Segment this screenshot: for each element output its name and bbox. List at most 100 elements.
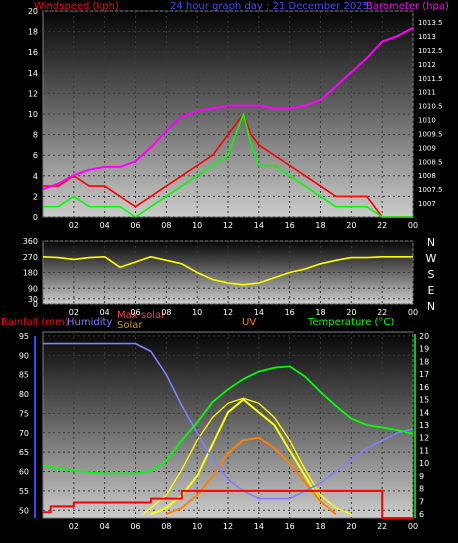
y-tick-label-right-3-8: 8 — [419, 485, 424, 494]
x-tick-label-3-00: 00 — [408, 522, 418, 531]
y-tick-label-right-1-1011.5: 1011.5 — [418, 75, 443, 83]
y-tick-label-left-3-70: 70 — [19, 429, 29, 438]
x-tick-label-1-22: 22 — [377, 221, 387, 230]
y-tick-label-right-3-17: 17 — [419, 370, 429, 379]
x-tick-label-1-06: 06 — [130, 221, 140, 230]
legend-humidity: Humidity — [67, 317, 112, 328]
y-tick-label-right-3-15: 15 — [419, 396, 429, 405]
y-tick-label-right-1-1007.5: 1007.5 — [418, 186, 443, 194]
y-tick-label-right-1-1010: 1010 — [418, 117, 436, 125]
date-title: 24 hour graph day : 21 December 2025 — [170, 1, 369, 12]
y-tick-label-left-1-18: 18 — [28, 28, 38, 37]
x-tick-label-2-14: 14 — [254, 308, 264, 317]
y-tick-label-left-1-0: 0 — [33, 213, 38, 222]
x-tick-label-1-04: 04 — [100, 221, 110, 230]
y-tick-label-right-3-16: 16 — [419, 383, 429, 392]
y-tick-label-left-1-14: 14 — [28, 69, 38, 78]
y-tick-label-right-1-1008: 1008 — [418, 172, 436, 180]
x-tick-label-3-18: 18 — [315, 522, 325, 531]
series-line-2-direction — [42, 255, 413, 286]
axes-layer: 02 04 06 08 10 12 14 16 18 20 22 000246810121416182… — [19, 7, 443, 531]
x-tick-label-1-16: 16 — [285, 221, 295, 230]
y-tick-label-right-1-1011: 1011 — [418, 89, 436, 97]
x-tick-label-1-12: 12 — [223, 221, 233, 230]
y-tick-label-2-270: 270 — [23, 253, 38, 262]
x-tick-label-3-14: 14 — [254, 522, 264, 531]
y-tick-label-right-3-14: 14 — [419, 408, 429, 417]
x-tick-label-2-06: 06 — [130, 308, 140, 317]
y-tick-label-left-1-12: 12 — [28, 89, 38, 98]
series-line-3-uv — [165, 436, 337, 516]
series-line-1-barometer — [42, 26, 414, 191]
x-tick-label-2-04: 04 — [100, 308, 110, 317]
y-tick-label-right-1-1010.5: 1010.5 — [418, 103, 443, 111]
x-tick-label-2-08: 08 — [161, 308, 171, 317]
legend-max-solar: Max solar — [117, 310, 166, 321]
y-tick-label-right-1-1012: 1012 — [418, 61, 436, 69]
x-tick-label-2-02: 02 — [69, 308, 79, 317]
series-line-3-humidity — [43, 342, 414, 500]
x-tick-label-3-10: 10 — [192, 522, 202, 531]
y-tick-label-right-3-6: 6 — [419, 510, 424, 519]
x-tick-label-3-06: 06 — [130, 522, 140, 531]
y-tick-label-left-3-60: 60 — [19, 468, 29, 477]
series-line-1-windspeed — [43, 113, 413, 218]
y-tick-label-left-3-55: 55 — [19, 487, 29, 496]
compass-label-4: N — [427, 300, 435, 313]
y-tick-label-2-30: 30 — [28, 295, 38, 304]
x-tick-label-1-18: 18 — [315, 221, 325, 230]
compass-label-2: S — [428, 268, 435, 281]
legend-uv: UV — [242, 317, 256, 328]
series-line-3-temperature — [42, 365, 414, 475]
x-tick-label-1-00: 00 — [408, 221, 418, 230]
x-tick-label-2-20: 20 — [346, 308, 356, 317]
y-tick-label-right-3-20: 20 — [419, 332, 429, 341]
y-tick-label-right-1-1009: 1009 — [418, 144, 436, 152]
series-line-3-rainfall — [43, 489, 413, 519]
y-tick-label-right-1-1007: 1007 — [418, 200, 436, 208]
y-tick-label-left-3-95: 95 — [19, 332, 29, 341]
y-tick-label-left-1-20: 20 — [28, 7, 38, 16]
grid-layer — [43, 10, 414, 518]
y-tick-label-2-180: 180 — [23, 269, 38, 278]
marks-layer — [42, 26, 414, 519]
y-tick-label-right-3-19: 19 — [419, 345, 429, 354]
x-tick-label-3-08: 08 — [161, 522, 171, 531]
compass-label-3: E — [428, 284, 435, 297]
y-tick-label-left-1-4: 4 — [33, 172, 38, 181]
compass-label-0: N — [427, 236, 435, 249]
legend-temperature: Temperature (°C) — [307, 317, 394, 328]
y-tick-label-right-3-7: 7 — [419, 497, 424, 506]
y-tick-label-left-1-6: 6 — [33, 151, 38, 160]
series-line-1-wind — [43, 113, 413, 218]
x-tick-label-2-16: 16 — [285, 308, 295, 317]
y-tick-label-right-3-10: 10 — [419, 459, 429, 468]
barometer-title: Barometer (hpa) — [366, 1, 449, 12]
x-tick-label-3-22: 22 — [377, 522, 387, 531]
legend-solar: Solar — [117, 320, 143, 331]
y-tick-label-left-3-80: 80 — [19, 390, 29, 399]
y-tick-label-right-1-1008.5: 1008.5 — [418, 158, 443, 166]
x-tick-label-2-22: 22 — [377, 308, 387, 317]
y-tick-label-left-1-10: 10 — [28, 110, 38, 119]
y-tick-label-right-3-9: 9 — [419, 472, 424, 481]
y-tick-label-left-1-8: 8 — [33, 131, 38, 140]
x-tick-label-3-04: 04 — [100, 522, 110, 531]
x-tick-label-1-14: 14 — [254, 221, 264, 230]
x-tick-label-1-02: 02 — [69, 221, 79, 230]
y-tick-label-right-3-18: 18 — [419, 357, 429, 366]
windspeed-title: Windspeed (kph) — [34, 1, 119, 12]
y-tick-label-right-1-1009.5: 1009.5 — [418, 130, 443, 138]
y-tick-label-right-3-11: 11 — [419, 446, 429, 455]
x-tick-label-2-12: 12 — [223, 308, 233, 317]
y-tick-label-right-1-1013.5: 1013.5 — [418, 19, 443, 27]
y-tick-label-left-3-75: 75 — [19, 409, 29, 418]
x-tick-label-3-16: 16 — [285, 522, 295, 531]
y-tick-label-left-3-50: 50 — [19, 506, 29, 515]
y-tick-label-right-3-12: 12 — [419, 434, 429, 443]
x-tick-label-3-02: 02 — [69, 522, 79, 531]
y-tick-label-2-360: 360 — [23, 237, 38, 246]
x-tick-label-1-08: 08 — [161, 221, 171, 230]
x-tick-label-1-20: 20 — [346, 221, 356, 230]
